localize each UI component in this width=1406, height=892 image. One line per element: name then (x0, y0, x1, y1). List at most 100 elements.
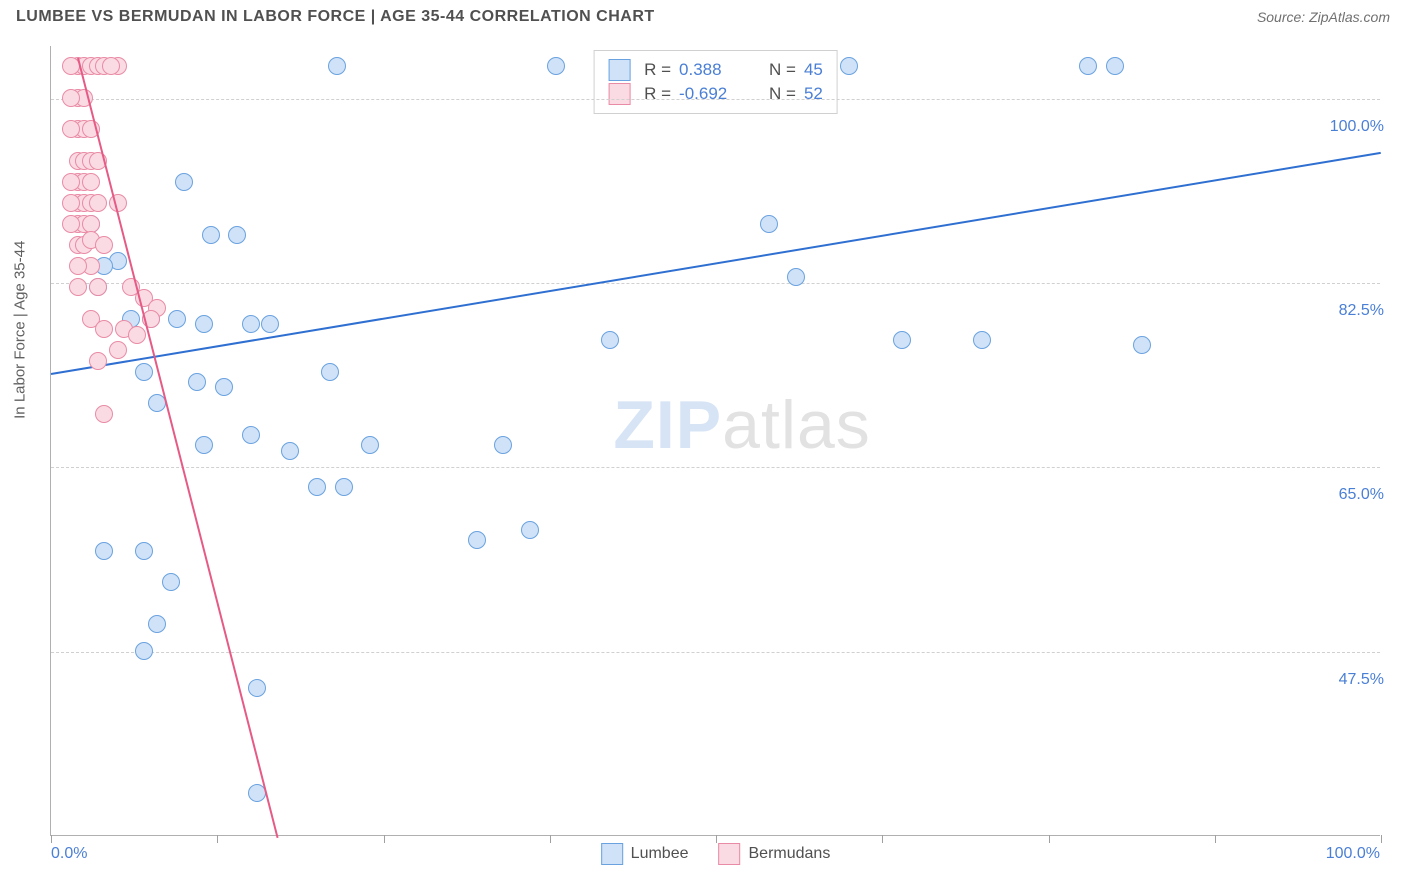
data-point-lumbee (168, 310, 186, 328)
watermark-zip: ZIP (613, 387, 722, 463)
data-point-bermudans (69, 278, 87, 296)
x-axis-tick (1381, 835, 1382, 843)
gridline: 65.0% (51, 467, 1380, 468)
x-axis-tick (51, 835, 52, 843)
data-point-lumbee (188, 373, 206, 391)
data-point-lumbee (335, 478, 353, 496)
data-point-lumbee (135, 642, 153, 660)
x-axis-tick (384, 835, 385, 843)
data-point-lumbee (1106, 57, 1124, 75)
data-point-bermudans (89, 194, 107, 212)
legend-item-bermudans: Bermudans (719, 843, 831, 865)
swatch-icon (601, 843, 623, 865)
r-value-bermudans: -0.692 (679, 84, 749, 104)
x-axis-tick (882, 835, 883, 843)
x-axis-tick (1049, 835, 1050, 843)
n-value-lumbee: 45 (804, 60, 823, 80)
data-point-lumbee (494, 436, 512, 454)
data-point-lumbee (893, 331, 911, 349)
data-point-lumbee (787, 268, 805, 286)
data-point-lumbee (242, 426, 260, 444)
data-point-bermudans (102, 57, 120, 75)
legend-row-lumbee: R = 0.388 N = 45 (608, 59, 823, 81)
x-axis-tick (1215, 835, 1216, 843)
data-point-lumbee (248, 679, 266, 697)
data-point-lumbee (135, 363, 153, 381)
data-point-lumbee (840, 57, 858, 75)
scatter-plot: ZIPatlas R = 0.388 N = 45 R = -0.692 N =… (50, 46, 1380, 836)
data-point-lumbee (228, 226, 246, 244)
data-point-bermudans (89, 352, 107, 370)
y-axis-tick-label: 65.0% (1339, 486, 1384, 504)
data-point-lumbee (175, 173, 193, 191)
data-point-bermudans (109, 341, 127, 359)
data-point-lumbee (135, 542, 153, 560)
data-point-lumbee (148, 615, 166, 633)
n-label: N = (769, 84, 796, 104)
data-point-lumbee (973, 331, 991, 349)
data-point-bermudans (82, 173, 100, 191)
x-axis-max-label: 100.0% (1326, 845, 1380, 863)
swatch-lumbee (608, 59, 630, 81)
data-point-lumbee (1079, 57, 1097, 75)
data-point-bermudans (62, 120, 80, 138)
data-point-lumbee (195, 436, 213, 454)
data-point-bermudans (128, 326, 146, 344)
data-point-lumbee (760, 215, 778, 233)
data-point-lumbee (215, 378, 233, 396)
data-point-lumbee (308, 478, 326, 496)
data-point-bermudans (69, 257, 87, 275)
data-point-bermudans (62, 89, 80, 107)
data-point-lumbee (1133, 336, 1151, 354)
legend-label-lumbee: Lumbee (631, 845, 689, 863)
r-value-lumbee: 0.388 (679, 60, 749, 80)
y-axis-tick-label: 47.5% (1339, 671, 1384, 689)
x-axis-tick (550, 835, 551, 843)
legend-row-bermudans: R = -0.692 N = 52 (608, 83, 823, 105)
data-point-lumbee (162, 573, 180, 591)
data-point-bermudans (89, 278, 107, 296)
trend-line-lumbee (51, 151, 1381, 374)
data-point-lumbee (521, 521, 539, 539)
y-axis-tick-label: 82.5% (1339, 302, 1384, 320)
data-point-bermudans (95, 320, 113, 338)
watermark-atlas: atlas (722, 387, 871, 463)
data-point-bermudans (62, 194, 80, 212)
data-point-lumbee (242, 315, 260, 333)
n-label: N = (769, 60, 796, 80)
legend-item-lumbee: Lumbee (601, 843, 689, 865)
data-point-bermudans (62, 215, 80, 233)
y-axis-title: In Labor Force | Age 35-44 (12, 241, 29, 419)
r-label: R = (644, 84, 671, 104)
x-axis-min-label: 0.0% (51, 845, 87, 863)
data-point-bermudans (62, 173, 80, 191)
chart-source: Source: ZipAtlas.com (1257, 9, 1390, 25)
gridline: 100.0% (51, 99, 1380, 100)
swatch-bermudans (608, 83, 630, 105)
r-label: R = (644, 60, 671, 80)
data-point-lumbee (202, 226, 220, 244)
data-point-lumbee (547, 57, 565, 75)
data-point-lumbee (468, 531, 486, 549)
x-axis-tick (716, 835, 717, 843)
data-point-bermudans (95, 405, 113, 423)
data-point-lumbee (321, 363, 339, 381)
series-legend: Lumbee Bermudans (601, 843, 831, 865)
x-axis-tick (217, 835, 218, 843)
gridline: 47.5% (51, 652, 1380, 653)
data-point-lumbee (601, 331, 619, 349)
n-value-bermudans: 52 (804, 84, 823, 104)
y-axis-tick-label: 100.0% (1330, 118, 1384, 136)
data-point-lumbee (281, 442, 299, 460)
gridline: 82.5% (51, 283, 1380, 284)
chart-title: LUMBEE VS BERMUDAN IN LABOR FORCE | AGE … (16, 8, 655, 26)
correlation-legend: R = 0.388 N = 45 R = -0.692 N = 52 (593, 50, 838, 114)
watermark: ZIPatlas (613, 386, 870, 464)
legend-label-bermudans: Bermudans (749, 845, 831, 863)
data-point-lumbee (261, 315, 279, 333)
swatch-icon (719, 843, 741, 865)
data-point-lumbee (361, 436, 379, 454)
data-point-bermudans (95, 236, 113, 254)
data-point-lumbee (95, 542, 113, 560)
data-point-lumbee (328, 57, 346, 75)
